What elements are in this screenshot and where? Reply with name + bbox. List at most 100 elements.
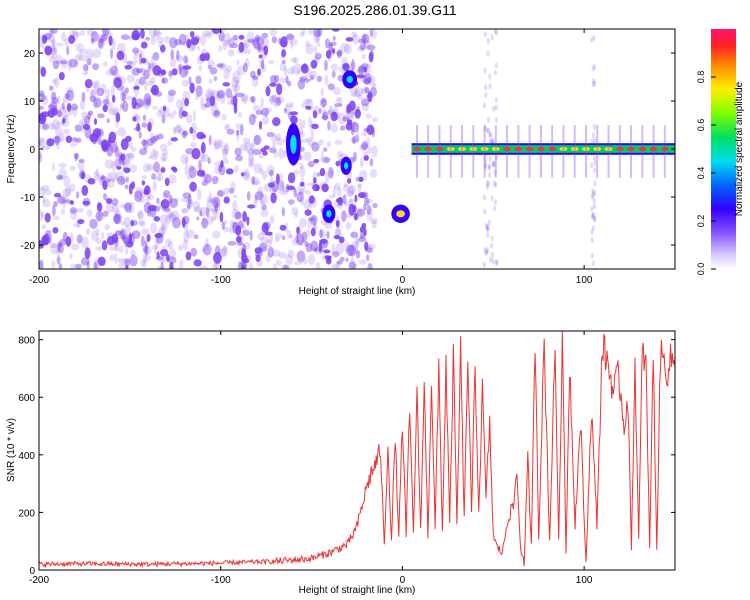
heatmap-cell	[344, 200, 348, 207]
heatmap-cell	[80, 30, 85, 36]
heatmap-cell	[358, 235, 366, 243]
heatmap-cell	[87, 110, 94, 116]
x-tick-label: 100	[576, 575, 593, 586]
heatmap-cell	[189, 126, 194, 134]
heatmap-cell	[172, 216, 181, 229]
heatmap-cell	[592, 203, 597, 210]
heatmap-cell	[201, 170, 205, 177]
heatmap-cell	[41, 111, 51, 117]
heatmap-cell	[361, 141, 369, 151]
heatmap-cell	[63, 175, 71, 188]
heatmap-cell	[296, 226, 300, 235]
heatmap-feature-core	[343, 162, 349, 170]
heatmap-cell	[77, 219, 85, 225]
heatmap-cell	[279, 77, 288, 84]
heatmap-cell	[231, 83, 241, 92]
heatmap-cell	[39, 93, 46, 102]
heatmap-cell	[247, 38, 256, 43]
heatmap-cell	[51, 260, 56, 269]
heatmap-cell	[250, 70, 256, 79]
carrier-peak	[536, 147, 545, 151]
heatmap-cell	[263, 45, 269, 56]
heatmap-cell	[56, 121, 65, 127]
heatmap-cell	[225, 88, 233, 99]
heatmap-cell	[123, 167, 131, 174]
heatmap-cell	[361, 63, 369, 70]
heatmap-cell	[152, 65, 162, 76]
heatmap-cell	[303, 98, 312, 104]
heatmap-cell	[258, 54, 263, 59]
heatmap-cell	[217, 91, 224, 98]
carrier-peak	[469, 147, 478, 151]
heatmap-cell	[99, 175, 107, 180]
heatmap-cell	[70, 103, 79, 111]
heatmap-cell	[61, 117, 66, 124]
heatmap-cell	[228, 187, 235, 194]
heatmap-cell	[141, 139, 147, 146]
heatmap-cell	[312, 171, 318, 182]
heatmap-cell	[160, 249, 169, 257]
heatmap-cell	[212, 230, 221, 239]
heatmap-cell	[220, 94, 226, 105]
heatmap-cell	[165, 238, 172, 248]
heatmap-cell	[291, 64, 295, 75]
heatmap-cell	[199, 265, 208, 269]
heatmap-cell	[55, 174, 64, 180]
heatmap-cell	[76, 137, 82, 143]
y-tick-label: 600	[18, 393, 35, 404]
heatmap-cell	[249, 230, 253, 241]
heatmap-cell	[161, 77, 169, 84]
heatmap-cell	[39, 105, 45, 110]
heatmap-cell	[347, 119, 353, 126]
heatmap-cell	[221, 158, 229, 165]
heatmap-cell	[69, 200, 75, 205]
heatmap-cell	[251, 176, 260, 186]
heatmap-cell	[160, 223, 166, 236]
heatmap-cell	[205, 102, 210, 109]
heatmap-cell	[59, 60, 68, 65]
heatmap-cell	[201, 48, 207, 57]
heatmap-cell	[89, 218, 98, 229]
heatmap-cell	[190, 153, 195, 160]
heatmap-cell	[47, 108, 56, 119]
heatmap-cell	[96, 87, 105, 97]
heatmap-cell	[81, 91, 86, 102]
heatmap-cell	[212, 207, 216, 216]
heatmap-cell	[112, 94, 116, 103]
heatmap-cell	[485, 248, 489, 255]
heatmap-cell	[41, 211, 45, 218]
heatmap-cell	[236, 241, 243, 247]
heatmap-cell	[593, 180, 597, 187]
heatmap-cell	[207, 60, 216, 67]
heatmap-cell	[150, 136, 157, 144]
heatmap-cell	[277, 147, 285, 160]
heatmap-cell	[160, 261, 164, 269]
y-tick-label: -20	[21, 241, 36, 252]
heatmap-cell	[173, 125, 182, 134]
heatmap-cell	[305, 229, 311, 238]
heatmap-cell	[232, 34, 238, 41]
heatmap-cell	[232, 70, 241, 83]
heatmap-cell	[321, 108, 327, 119]
heatmap-cell	[165, 214, 171, 226]
heatmap-cell	[235, 123, 241, 130]
heatmap-cell	[274, 237, 280, 243]
heatmap-cell	[169, 248, 177, 260]
heatmap-cell	[156, 109, 163, 118]
heatmap-cell	[366, 124, 375, 136]
heatmap-cell	[76, 191, 80, 199]
heatmap-cell	[39, 117, 43, 123]
heatmap-cell	[283, 265, 288, 269]
heatmap-cell	[182, 130, 189, 136]
heatmap-cell	[50, 44, 57, 56]
heatmap-cell	[100, 231, 105, 240]
heatmap-cell	[179, 33, 187, 46]
heatmap-cell	[98, 38, 105, 44]
heatmap-cell	[106, 232, 115, 238]
heatmap-cell	[204, 93, 210, 102]
heatmap-cell	[143, 102, 148, 107]
heatmap-cell	[591, 225, 595, 232]
heatmap-cell	[265, 231, 273, 236]
heatmap-cell	[366, 247, 373, 253]
heatmap-feature-core	[346, 75, 354, 83]
